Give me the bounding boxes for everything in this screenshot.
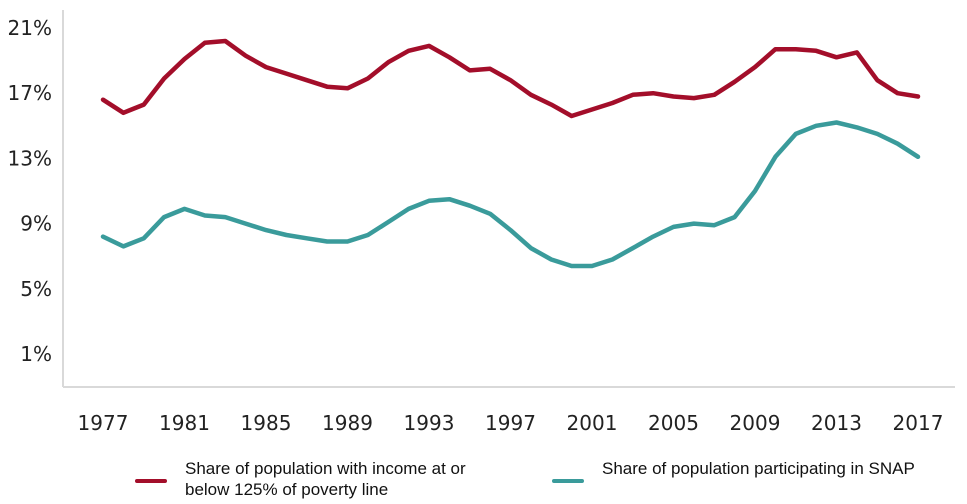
- y-tick-label: 21%: [8, 16, 52, 40]
- x-tick-label: 2013: [811, 411, 862, 435]
- y-tick-label: 9%: [20, 212, 52, 236]
- legend-item-poverty: Share of population with income at or be…: [135, 458, 466, 500]
- x-axis-ticks: 1977 1981 1985 1989 1993 1997 2001 2005 2009 2013…: [78, 411, 944, 435]
- x-tick-label: 2005: [648, 411, 699, 435]
- x-tick-label: 2001: [567, 411, 618, 435]
- y-tick-label: 13%: [8, 146, 52, 170]
- x-tick-label: 2017: [893, 411, 944, 435]
- x-tick-label: 1985: [241, 411, 292, 435]
- y-axis-ticks: 1% 5% 9% 13% 17% 21%: [8, 16, 52, 366]
- series-line-snap: [100, 120, 921, 269]
- legend-item-snap: Share of population participating in SNA…: [552, 458, 915, 483]
- x-tick-label: 1977: [78, 411, 129, 435]
- legend-label-snap: Share of population participating in SNA…: [602, 459, 915, 478]
- x-tick-label: 1989: [322, 411, 373, 435]
- x-tick-label: 1993: [404, 411, 455, 435]
- series-lines: [100, 38, 921, 269]
- y-tick-label: 1%: [20, 342, 52, 366]
- x-tick-label: 1997: [485, 411, 536, 435]
- legend-swatch-poverty: [135, 479, 167, 483]
- x-tick-label: 1981: [159, 411, 210, 435]
- legend-label-poverty: Share of population with income at or be…: [185, 459, 466, 499]
- legend: Share of population with income at or be…: [0, 458, 967, 504]
- y-tick-label: 5%: [20, 277, 52, 301]
- legend-swatch-snap: [552, 479, 584, 483]
- y-tick-label: 17%: [8, 81, 52, 105]
- x-tick-label: 2009: [730, 411, 781, 435]
- series-line-poverty: [100, 38, 921, 119]
